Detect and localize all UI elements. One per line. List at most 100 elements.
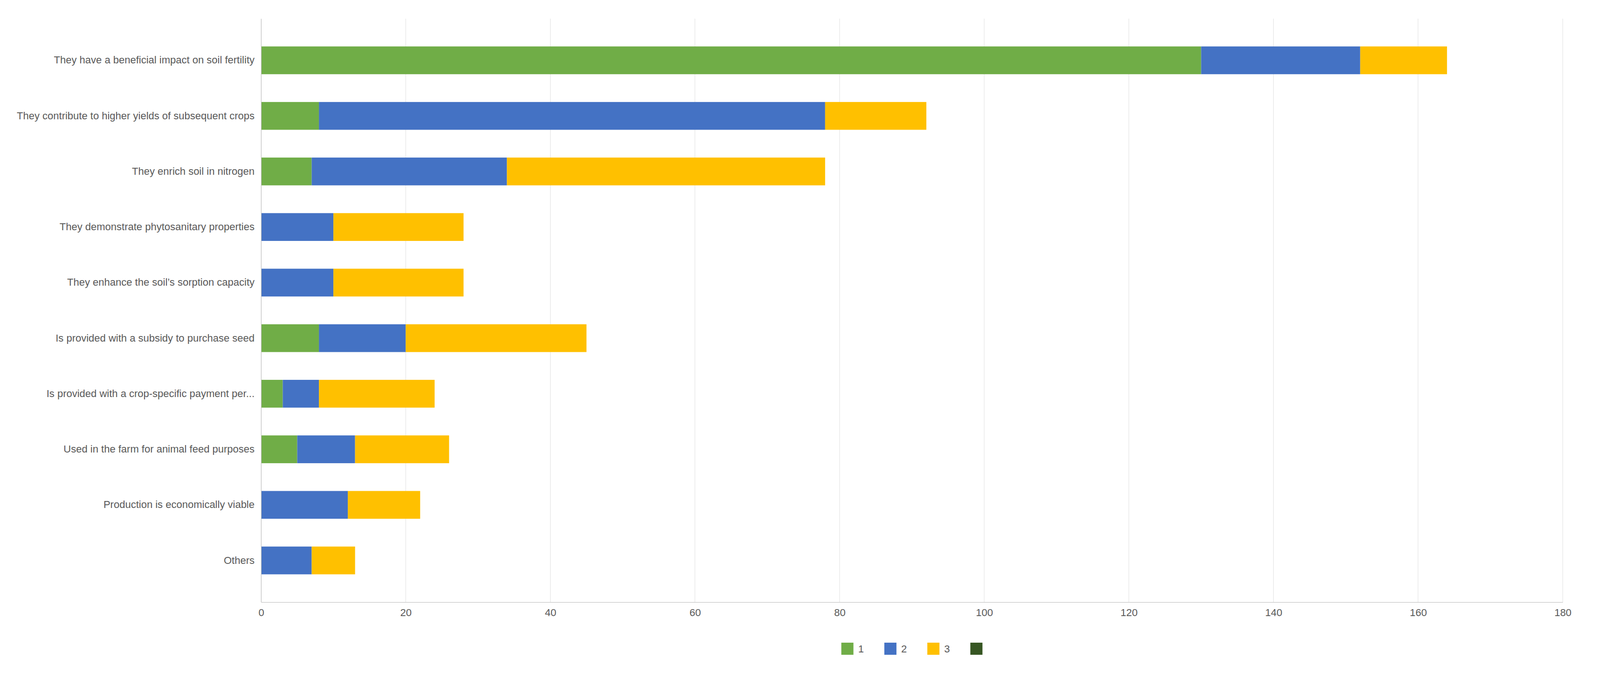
x-tick-label: 160	[1409, 606, 1428, 619]
y-tick: They enrich soil in nitrogen	[131, 165, 262, 178]
bar	[261, 546, 312, 575]
y-tick-label: Others	[223, 554, 255, 567]
bar	[261, 157, 312, 186]
bar	[282, 379, 320, 408]
y-tick: They demonstrate phytosanitary propertie…	[59, 220, 262, 233]
x-tick-label: 100	[975, 606, 994, 619]
y-tick: Is provided with a subsidy to purchase s…	[55, 332, 262, 345]
bar	[261, 268, 334, 297]
bar	[434, 379, 435, 408]
bar	[261, 435, 298, 464]
bar	[405, 324, 587, 353]
x-tick-label: 20	[400, 606, 412, 619]
bar-series	[261, 46, 1201, 464]
legend-item: 2	[884, 642, 907, 656]
bar	[463, 213, 464, 242]
x-tick: 20	[400, 602, 412, 619]
bar	[824, 157, 826, 186]
x-tick: 100	[975, 602, 994, 619]
x-tick-label: 140	[1265, 606, 1283, 619]
bar	[261, 213, 334, 242]
bar-series	[311, 46, 1448, 575]
bar	[1446, 46, 1448, 75]
y-tick-label: They contribute to higher yields of subs…	[16, 110, 255, 122]
bar	[311, 546, 356, 575]
y-tick-label: They enhance the soil’s sorption capacit…	[67, 276, 255, 289]
y-tick: Production is economically viable	[103, 498, 262, 511]
x-tick: 60	[689, 602, 701, 619]
grid-line	[261, 18, 262, 603]
legend-swatch	[841, 642, 854, 656]
y-tick-label: Is provided with a subsidy to purchase s…	[55, 332, 255, 345]
bar	[261, 491, 348, 520]
bar	[463, 268, 464, 297]
y-tick: Is provided with a crop-specific payment…	[46, 387, 262, 400]
x-tick: 140	[1265, 602, 1283, 619]
x-tick-label: 80	[834, 606, 846, 619]
x-tick-label: 0	[258, 606, 264, 619]
bar	[1200, 46, 1360, 75]
y-tick-label: Production is economically viable	[103, 498, 255, 511]
y-tick: They enhance the soil’s sorption capacit…	[67, 276, 262, 289]
bar	[333, 268, 464, 297]
grid-line	[1417, 18, 1419, 603]
bar	[318, 324, 406, 353]
bar	[297, 435, 356, 464]
x-tick-label: 180	[1554, 606, 1572, 619]
x-tick-label: 60	[689, 606, 701, 619]
bar	[261, 46, 1201, 75]
y-axis: They have a beneficial impact on soil fe…	[16, 19, 262, 603]
legend-swatch	[884, 642, 897, 656]
legend-item: 1	[841, 642, 864, 656]
grid-line	[1273, 18, 1274, 603]
bar	[1360, 46, 1448, 75]
bar	[825, 102, 927, 131]
legend-item: 3	[927, 642, 950, 656]
bar-series	[261, 46, 1361, 575]
x-tick-label: 40	[544, 606, 557, 619]
y-tick-label: They enrich soil in nitrogen	[131, 165, 255, 178]
bar	[333, 213, 464, 242]
bar	[926, 102, 927, 131]
grid	[261, 18, 1563, 603]
y-tick: Others	[223, 554, 262, 567]
legend-label: 1	[858, 643, 864, 656]
bar	[261, 102, 319, 131]
axis-line	[261, 19, 262, 603]
bar	[318, 379, 435, 408]
legend-swatch	[927, 642, 940, 656]
axis-line	[261, 602, 1564, 603]
y-tick-label: Is provided with a crop-specific payment…	[46, 387, 255, 400]
bar	[318, 102, 826, 131]
x-tick: 120	[1120, 602, 1138, 619]
chart-container: 0 20 40 60 80 100 120 140 160 180 They have a bene…	[0, 0, 1600, 686]
x-tick: 160	[1409, 602, 1428, 619]
bar	[354, 546, 356, 575]
legend: 1 2 3	[841, 642, 983, 656]
bar	[355, 435, 450, 464]
chart-svg: 0 20 40 60 80 100 120 140 160 180 They have a bene…	[0, 0, 1600, 686]
y-tick: They have a beneficial impact on soil fe…	[54, 54, 262, 66]
bar	[347, 491, 421, 520]
grid-line	[984, 18, 985, 603]
legend-label: 2	[901, 643, 907, 656]
bar	[586, 324, 587, 353]
y-tick: Used in the farm for animal feed purpose…	[63, 443, 262, 456]
x-tick: 40	[544, 602, 557, 619]
legend-label: 3	[944, 643, 950, 656]
x-tick-label: 120	[1120, 606, 1138, 619]
grid-line	[1562, 18, 1564, 603]
x-tick: 80	[834, 602, 846, 619]
bar	[311, 157, 508, 186]
bar	[506, 157, 825, 186]
x-axis: 0 20 40 60 80 100 120 140 160 180	[258, 602, 1572, 619]
y-tick-label: They have a beneficial impact on soil fe…	[54, 54, 255, 66]
y-tick-label: They demonstrate phytosanitary propertie…	[59, 220, 255, 233]
bar	[448, 435, 450, 464]
bars	[261, 46, 1448, 575]
bar	[420, 491, 421, 520]
legend-swatch	[970, 642, 983, 656]
bar	[261, 324, 319, 353]
x-tick: 180	[1554, 602, 1572, 619]
y-tick-label: Used in the farm for animal feed purpose…	[63, 443, 255, 456]
